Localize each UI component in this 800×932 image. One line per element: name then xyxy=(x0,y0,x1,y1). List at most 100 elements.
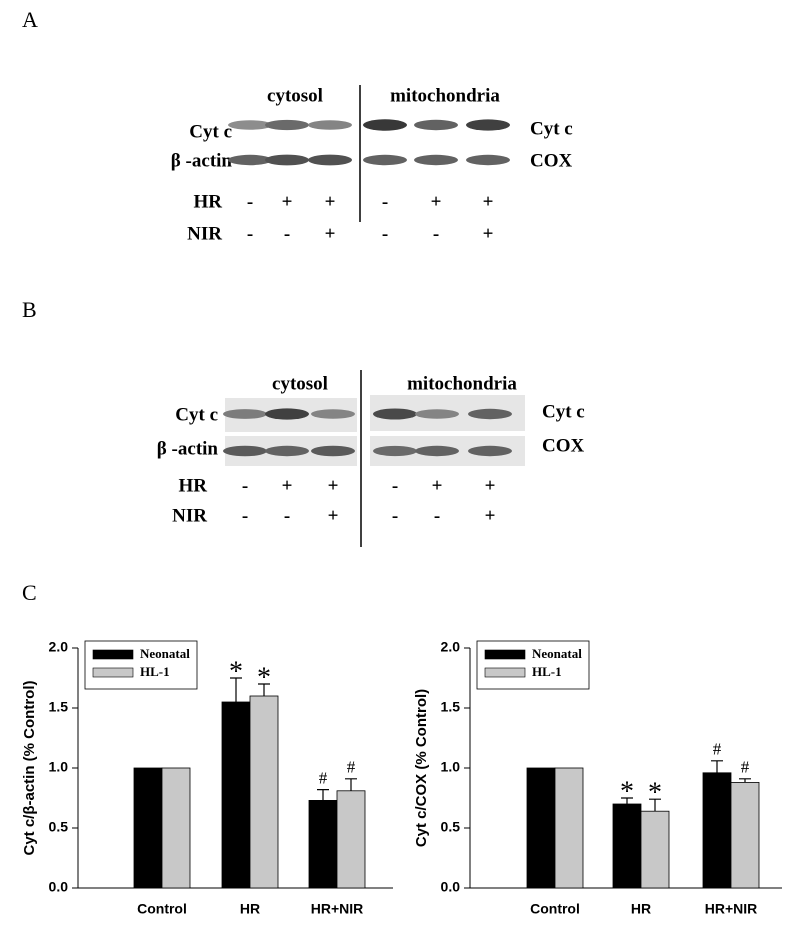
condition-sign: + xyxy=(485,505,496,526)
condition-sign: - xyxy=(382,223,388,244)
condition-sign: + xyxy=(282,191,293,212)
x-tick-label: Control xyxy=(137,901,187,917)
blot-band xyxy=(414,154,458,166)
blot-band xyxy=(308,120,352,130)
blot-header: cytosol xyxy=(267,85,323,106)
y-tick-label: 2.0 xyxy=(441,639,461,655)
y-tick-label: 0.5 xyxy=(49,819,69,835)
blot-band xyxy=(415,445,459,457)
condition-sign: + xyxy=(483,223,494,244)
y-axis-label: Cyt c/β-actin (% Control) xyxy=(21,681,38,856)
blot-header: mitochondria xyxy=(407,373,517,394)
condition-sign: + xyxy=(328,475,339,496)
bar xyxy=(612,803,642,889)
row-label: Cyt c xyxy=(175,404,218,425)
x-tick-label: HR+NIR xyxy=(705,901,758,917)
legend-label: Neonatal xyxy=(532,646,582,661)
y-tick-label: 1.0 xyxy=(441,759,461,775)
condition-sign: + xyxy=(485,475,496,496)
condition-sign: - xyxy=(247,223,253,244)
row-label: Cyt c xyxy=(530,118,573,139)
condition-sign: + xyxy=(325,191,336,212)
blot-band xyxy=(373,408,417,420)
y-tick-label: 1.5 xyxy=(441,699,461,715)
bar xyxy=(640,810,670,889)
blot-band xyxy=(223,445,267,457)
bar xyxy=(133,767,163,889)
row-label: Cyt c xyxy=(542,401,585,422)
error-bar xyxy=(230,677,242,702)
blot-band xyxy=(415,409,459,419)
blot-band xyxy=(265,154,309,166)
condition-name: HR xyxy=(194,191,223,212)
blot-header: mitochondria xyxy=(390,85,500,106)
condition-sign: - xyxy=(382,191,388,212)
bar xyxy=(161,767,191,889)
condition-sign: - xyxy=(242,475,248,496)
x-tick-label: HR xyxy=(240,901,260,917)
panel-label: A xyxy=(22,7,38,32)
condition-sign: - xyxy=(433,223,439,244)
significance-marker: * xyxy=(229,656,243,687)
legend-label: HL-1 xyxy=(140,664,170,679)
legend-box xyxy=(84,640,198,690)
condition-sign: + xyxy=(282,475,293,496)
row-label: COX xyxy=(530,150,573,171)
bar xyxy=(526,767,556,889)
y-tick-label: 0.0 xyxy=(49,879,69,895)
condition-sign: + xyxy=(432,475,443,496)
legend-swatch xyxy=(484,667,526,678)
row-label: Cyt c xyxy=(189,121,232,142)
blot-band xyxy=(265,408,309,420)
blot-band xyxy=(311,409,355,419)
row-label: COX xyxy=(542,435,585,456)
bar xyxy=(554,767,584,889)
y-tick-label: 1.5 xyxy=(49,699,69,715)
significance-marker: # xyxy=(319,769,328,788)
condition-sign: - xyxy=(392,475,398,496)
legend-swatch xyxy=(92,667,134,678)
condition-sign: - xyxy=(284,505,290,526)
bar xyxy=(308,800,338,889)
blot-band xyxy=(414,119,458,131)
bar xyxy=(336,790,366,889)
condition-sign: + xyxy=(325,223,336,244)
blot-band xyxy=(228,120,272,130)
legend-swatch xyxy=(484,649,526,660)
condition-sign: + xyxy=(328,505,339,526)
panel-label: B xyxy=(22,297,37,322)
condition-sign: - xyxy=(434,505,440,526)
blot-band xyxy=(468,408,512,420)
condition-sign: - xyxy=(247,191,253,212)
blot-band xyxy=(468,445,512,457)
blot-band xyxy=(466,154,510,166)
blot-header: cytosol xyxy=(272,373,328,394)
blot-band xyxy=(373,445,417,457)
blot-band xyxy=(363,154,407,166)
condition-sign: + xyxy=(483,191,494,212)
blot-band xyxy=(223,409,267,419)
error-bar xyxy=(649,798,661,812)
error-bar xyxy=(345,778,357,791)
blot-band xyxy=(363,119,407,131)
blot-band xyxy=(265,119,309,131)
error-bar xyxy=(621,797,633,804)
y-tick-label: 1.0 xyxy=(49,759,69,775)
panel-label: C xyxy=(22,580,37,605)
blot-band xyxy=(228,154,272,166)
condition-sign: - xyxy=(242,505,248,526)
significance-marker: # xyxy=(741,758,750,777)
y-tick-label: 0.5 xyxy=(441,819,461,835)
blot-band xyxy=(311,445,355,457)
error-bar xyxy=(258,683,270,696)
error-bar xyxy=(711,760,723,773)
legend-box xyxy=(476,640,590,690)
significance-marker: # xyxy=(713,740,722,759)
condition-sign: + xyxy=(431,191,442,212)
condition-sign: - xyxy=(392,505,398,526)
x-tick-label: HR xyxy=(631,901,651,917)
bar xyxy=(730,782,760,889)
bar xyxy=(249,695,279,889)
legend-label: Neonatal xyxy=(140,646,190,661)
